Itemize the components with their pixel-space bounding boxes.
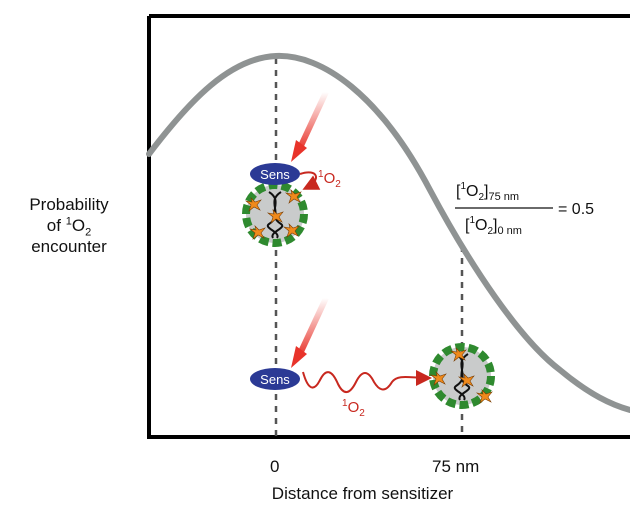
sens-label-top: Sens (260, 167, 290, 182)
y-axis-label-line2: of 1O2 (46, 215, 92, 239)
diffusion-arrow (302, 369, 432, 393)
x-axis-title: Distance from sensitizer (271, 484, 454, 503)
singlet-oxygen-label-top: 1O2 (318, 169, 341, 190)
sensitizer-icon (250, 163, 300, 185)
sensitizer-icon (250, 368, 300, 390)
oxygen-arrow-top (299, 171, 321, 190)
ratio-value: = 0.5 (558, 201, 594, 218)
probability-curve (146, 52, 630, 413)
sens-label-bottom: Sens (260, 372, 290, 387)
singlet-oxygen-label-bottom: 1O2 (342, 398, 365, 419)
x-tick-0: 0 (270, 457, 280, 476)
light-arrow-icon (291, 90, 329, 162)
ratio-denominator: [1O2]0 nm (465, 215, 522, 237)
dna-helix-icon (453, 353, 471, 401)
y-axis-label-line1: Probability (29, 195, 109, 214)
y-axis-label-line3: encounter (31, 237, 107, 256)
light-arrow-icon (291, 296, 329, 368)
y-axis-label: Probability of 1O2 encounter (4, 194, 134, 257)
x-tick-75: 75 nm (432, 457, 480, 476)
dna-helix-icon (266, 191, 284, 239)
virus-particle-icon (242, 181, 308, 247)
ratio-equation: [1O2]75 nm [1O2]0 nm = 0.5 (455, 181, 594, 237)
virus-particle-icon (429, 343, 495, 409)
ratio-numerator: [1O2]75 nm (456, 181, 519, 203)
